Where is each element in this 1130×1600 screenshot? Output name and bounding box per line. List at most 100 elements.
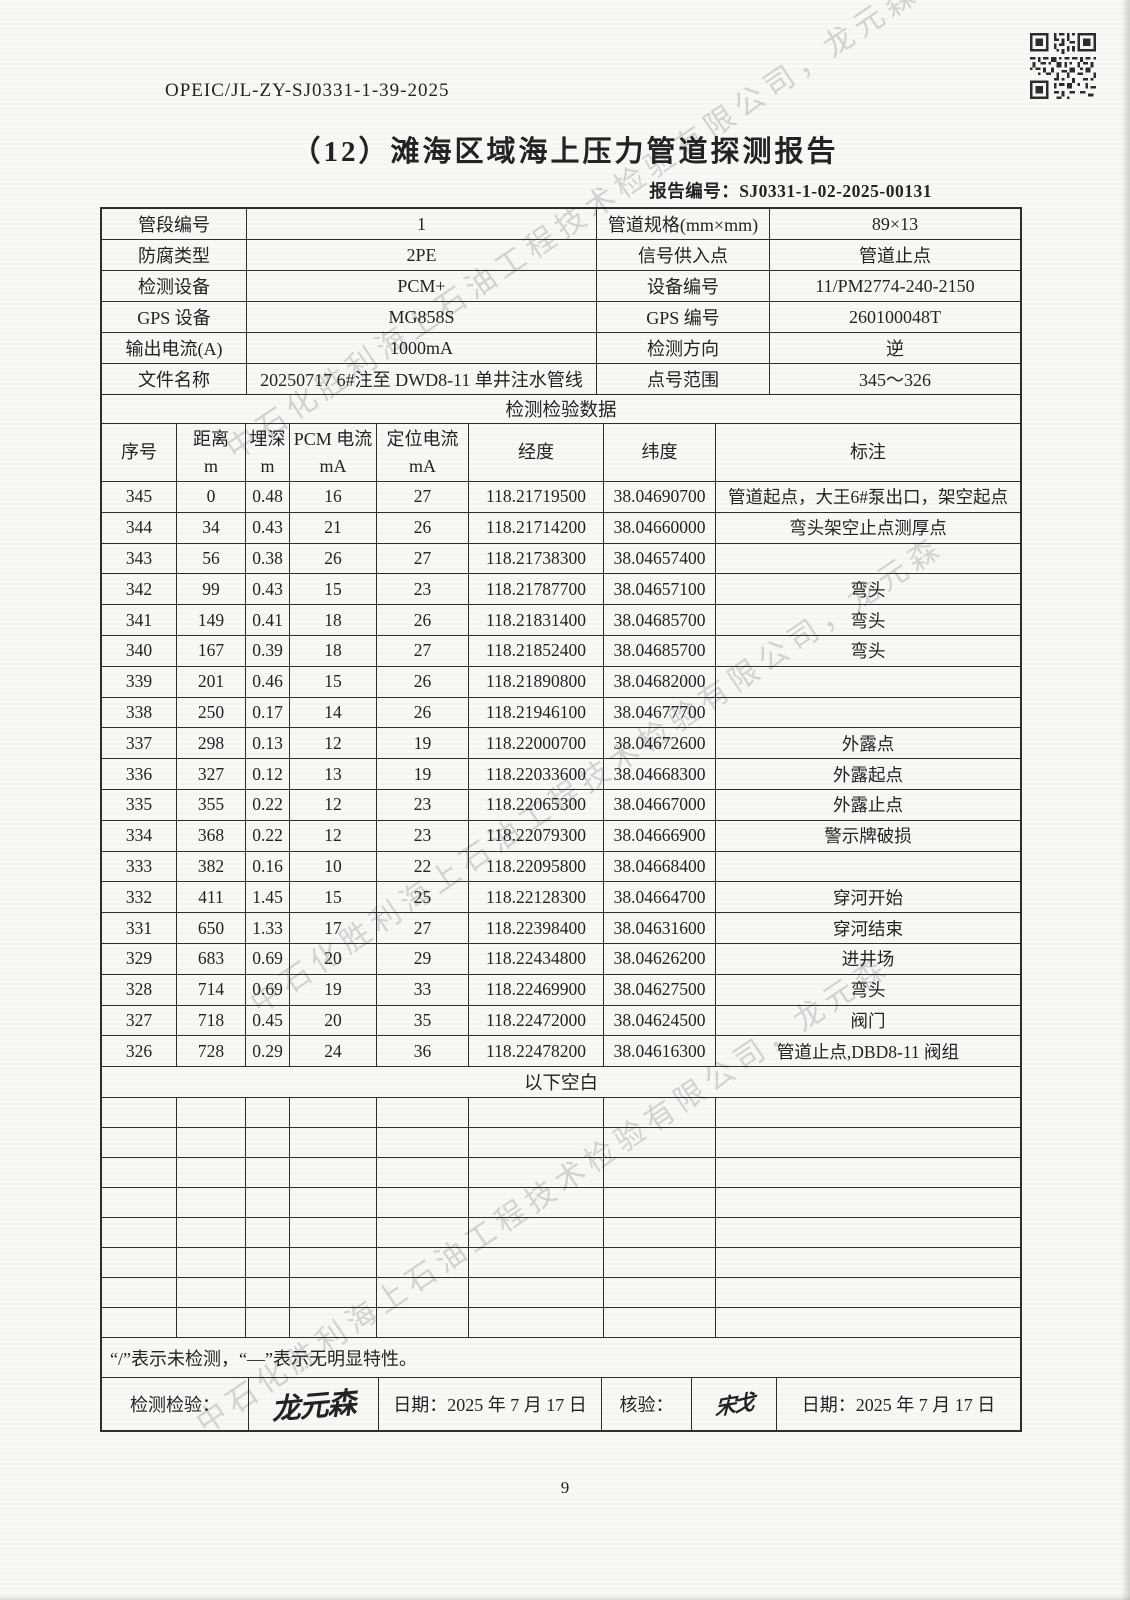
inspector-signature: 龙元森 [249,1378,379,1431]
cell-longitude: 118.21738300 [469,543,604,574]
cell-depth-m: 0.22 [246,789,290,820]
cell-locate-current-ma: 27 [377,635,469,666]
footer-note: “/”表示未检测，“—”表示无明显特性。 [102,1337,1020,1377]
cell-depth-m: 0.22 [246,820,290,851]
cell-pcm-current-ma-empty [290,1188,377,1218]
cell-pcm-current-ma: 15 [290,574,377,605]
info-label: 信号供入点 [597,240,770,270]
cell-latitude: 38.04690700 [604,482,716,512]
cell-depth-m: 0.43 [246,512,290,543]
report-table: 管段编号 1 管道规格(mm×mm) 89×13 防腐类型 2PE 信号供入点 管道止点 检测设… [100,207,1022,1433]
cell-locate-current-ma-empty [377,1188,469,1218]
cell-seq: 339 [102,666,177,697]
cell-longitude: 118.21946100 [469,697,604,728]
cell-locate-current-ma: 29 [377,943,469,974]
header-cell-locate-current-ma: 定位电流 mA [377,424,469,481]
cell-longitude: 118.21890800 [469,666,604,697]
cell-seq: 333 [102,851,177,882]
info-value: 管道止点 [859,246,931,266]
cell-distance-m-empty [177,1158,246,1188]
cell-annotation: 弯头 [850,641,886,662]
inspection-date: 日期：2025 年 7 月 17 日 [379,1378,602,1431]
cell-seq-empty [102,1098,177,1128]
doc-code: OPEIC/JL-ZY-SJ0331-1-39-2025 [165,80,450,101]
cell-locate-current-ma: 23 [377,820,469,851]
table-row: 326 728 0.29 24 36 118.22478200 38.04616300 管道止… [102,1035,1020,1067]
cell-distance-m: 250 [177,697,246,728]
cell-pcm-current-ma-empty [290,1128,377,1158]
cell-longitude-empty [469,1308,604,1338]
info-value: 11/PM2774-240-2150 [815,275,975,296]
cell-seq: 327 [102,1005,177,1036]
cell-longitude: 118.21787700 [469,574,604,605]
cell-distance-m: 327 [177,759,246,789]
cell-longitude-empty [469,1128,604,1158]
cell-pcm-current-ma: 20 [290,1005,377,1036]
info-value: 260100048T [849,306,941,327]
signature-row: 检测检验： 龙元森 日期：2025 年 7 月 17 日 核验： 宋戈 日期：2… [102,1377,1020,1431]
cell-latitude: 38.04672600 [604,728,716,759]
table-row: 331 650 1.33 17 27 118.22398400 38.04631600 穿河结… [102,912,1020,943]
cell-longitude: 118.21714200 [469,512,604,543]
info-value: 1000mA [247,333,597,363]
header-cell-annotation: 标注 [850,442,886,463]
cell-latitude: 38.04616300 [604,1036,716,1067]
cell-longitude: 118.21831400 [469,605,604,635]
cell-depth-m-empty [246,1188,290,1218]
cell-depth-m-empty [246,1158,290,1188]
cell-pcm-current-ma: 16 [290,482,377,512]
cell-pcm-current-ma: 12 [290,728,377,759]
cell-locate-current-ma: 25 [377,882,469,913]
cell-pcm-current-ma: 14 [290,697,377,728]
cell-seq: 331 [102,913,177,943]
cell-locate-current-ma-empty [377,1278,469,1308]
cell-latitude-empty [604,1098,716,1128]
header-cell-latitude: 纬度 [604,424,716,481]
cell-depth-m-empty [246,1218,290,1248]
cell-latitude: 38.04668400 [604,851,716,882]
cell-annotation: 穿河开始 [833,887,903,908]
cell-annotation: 外露起点 [833,764,903,785]
info-value: 1 [247,209,597,239]
header-cell-longitude: 经度 [469,424,604,481]
table-row: 335 355 0.22 12 23 118.22065300 38.04667000 外露止… [102,788,1020,820]
cell-depth-m: 0.17 [246,697,290,728]
info-row: 管段编号 1 管道规格(mm×mm) 89×13 [102,209,1020,239]
cell-annotation: 警示牌破损 [824,826,912,847]
header-cell-distance-m: 距离 m [177,424,246,481]
table-row: 336 327 0.12 13 19 118.22033600 38.04668300 外露起… [102,758,1020,789]
info-label: 防腐类型 [102,240,247,270]
cell-distance-m: 149 [177,605,246,635]
cell-longitude: 118.22095800 [469,851,604,882]
cell-annotation [716,667,1020,697]
cell-seq: 343 [102,543,177,574]
cell-annotation: 弯头架空止点测厚点 [789,518,947,539]
cell-latitude: 38.04660000 [604,512,716,543]
cell-longitude-empty [469,1188,604,1218]
info-value: 20250717 6#注至 DWD8-11 单井注水管线 [247,364,597,394]
cell-longitude: 118.22469900 [469,974,604,1005]
cell-annotation: 外露点 [841,733,895,754]
empty-row [102,1217,1020,1248]
cell-pcm-current-ma-empty [290,1098,377,1128]
cell-depth-m-empty [246,1308,290,1338]
info-value: PCM+ [247,271,597,301]
cell-depth-m-empty [246,1098,290,1128]
cell-seq-empty [102,1308,177,1338]
cell-longitude: 118.22065300 [469,789,604,820]
cell-distance-m: 650 [177,913,246,943]
scan-edge-artifact [0,1594,1130,1600]
cell-pcm-current-ma: 15 [290,666,377,697]
cell-annotation: 弯头 [850,610,886,631]
table-row: 328 714 0.69 19 33 118.22469900 38.04627500 弯头 [102,973,1020,1005]
cell-pcm-current-ma-empty [290,1218,377,1248]
cell-longitude: 118.22128300 [469,882,604,913]
cell-locate-current-ma: 26 [377,697,469,728]
info-label: 设备编号 [597,271,770,301]
cell-latitude-empty [604,1218,716,1248]
cell-locate-current-ma: 26 [377,512,469,543]
scan-edge-artifact [1121,0,1130,1600]
cell-locate-current-ma-empty [377,1158,469,1188]
verifier-signature: 宋戈 [692,1378,777,1431]
